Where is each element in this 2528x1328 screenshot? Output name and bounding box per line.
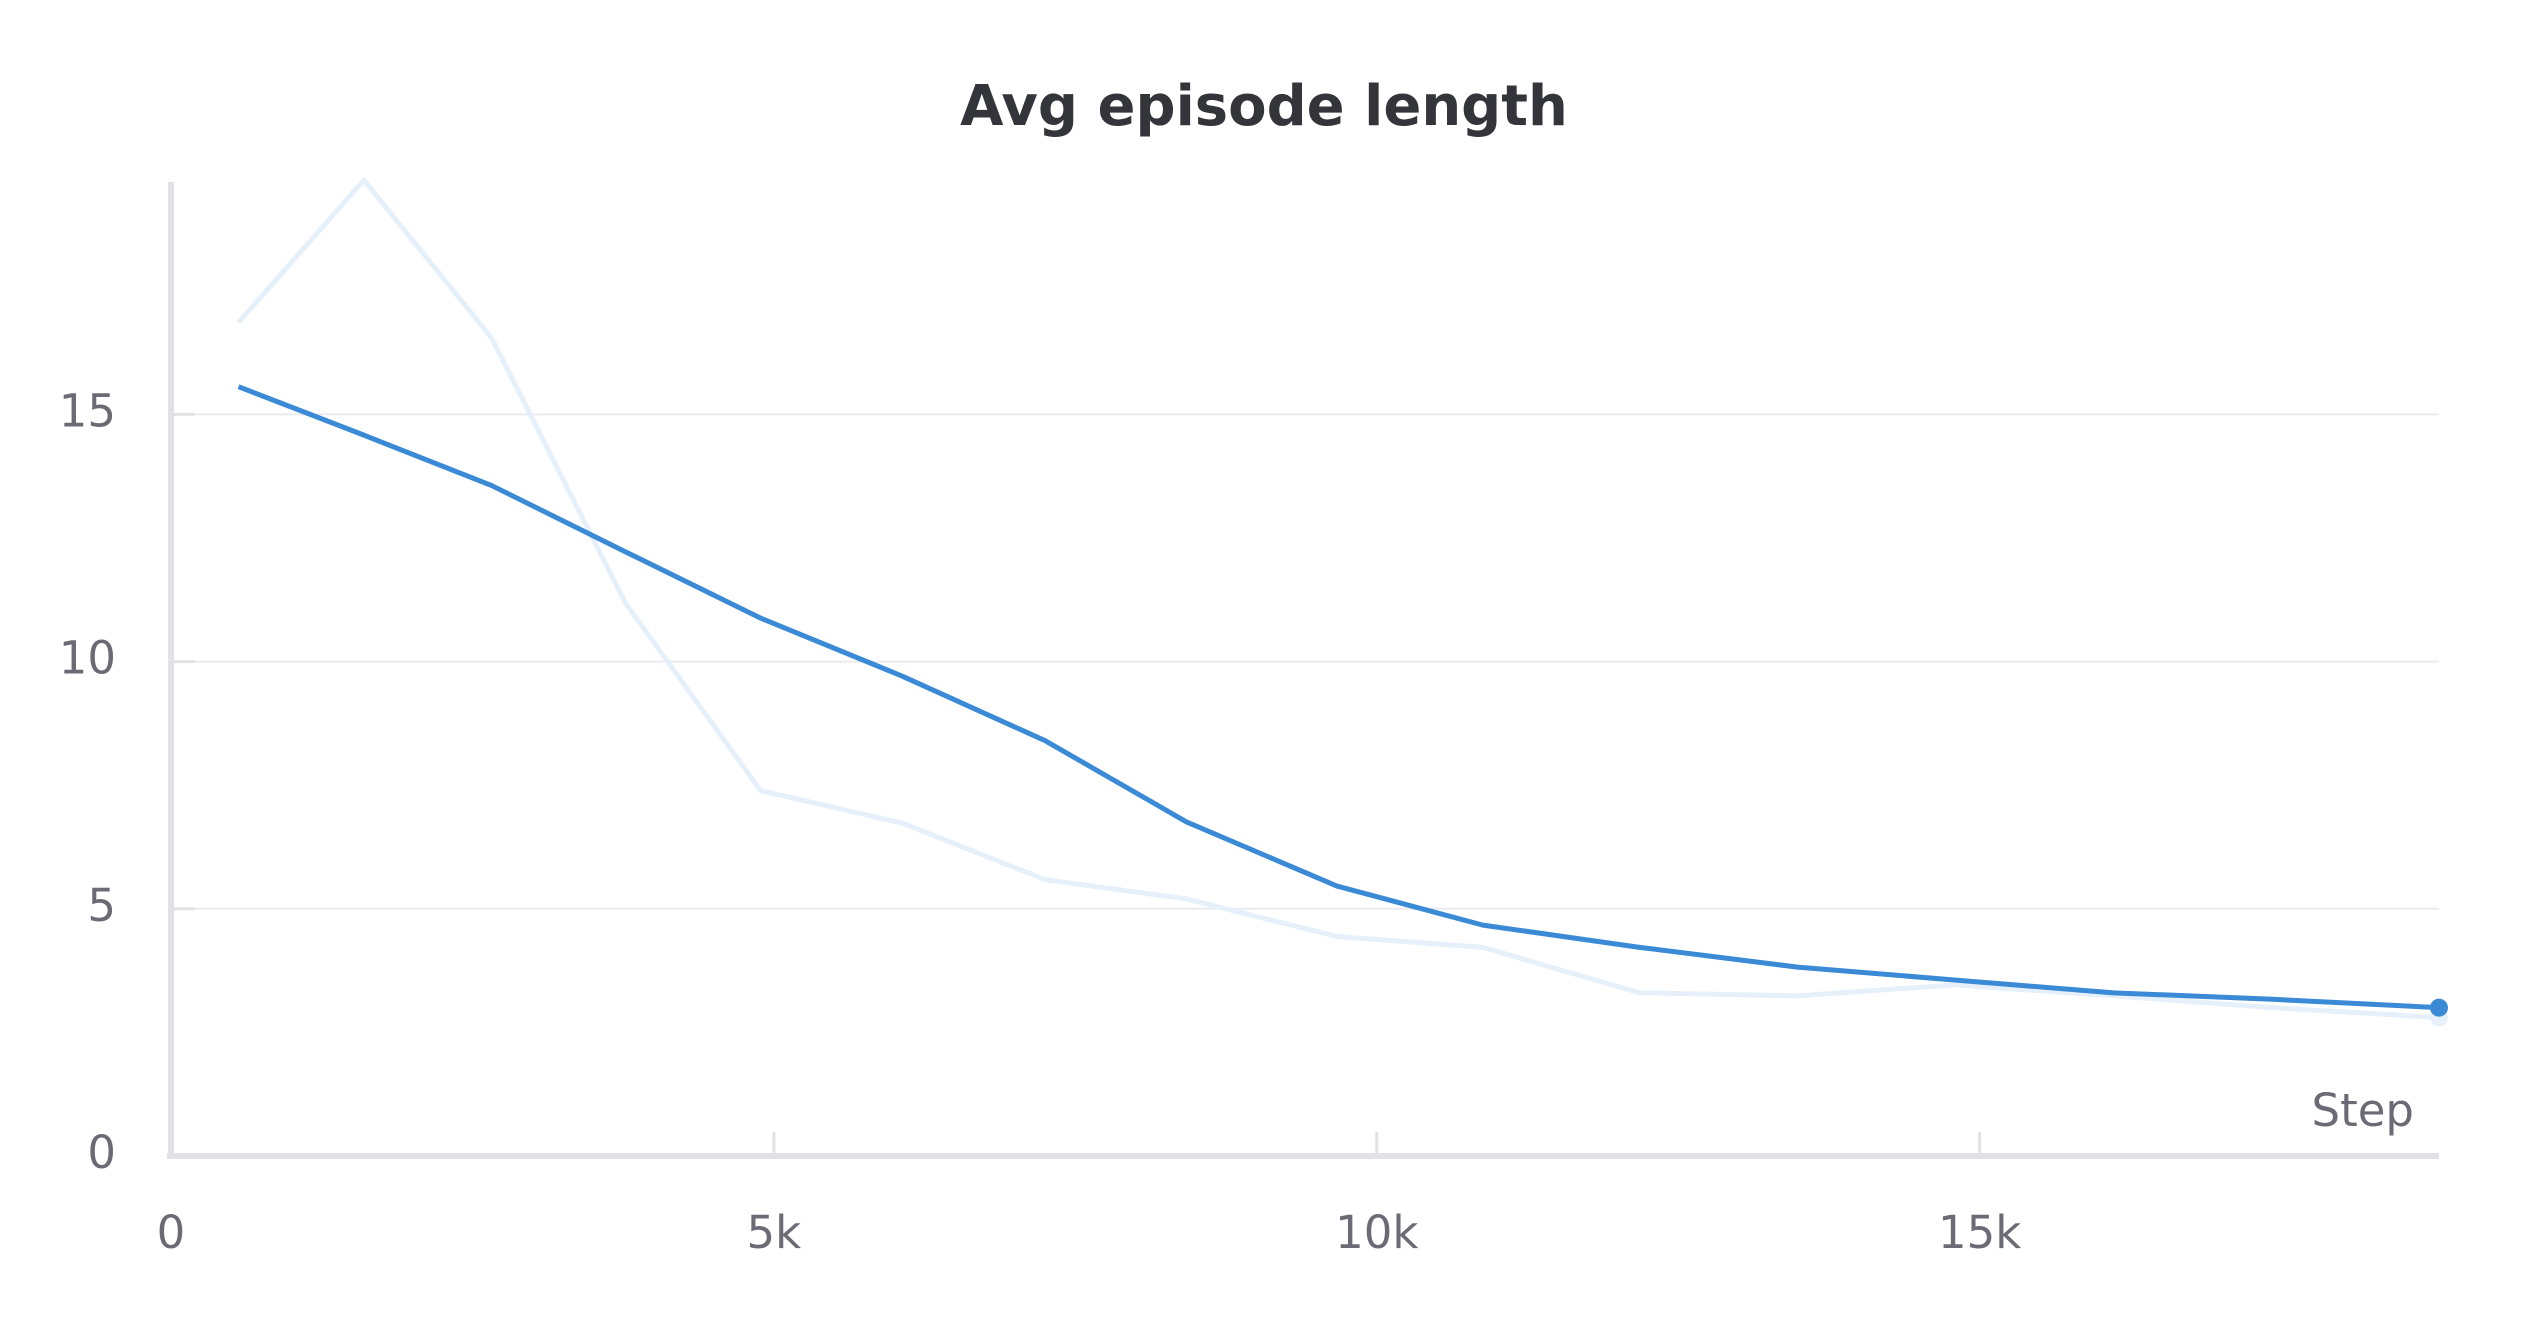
chart-title: Avg episode length — [960, 74, 1568, 139]
x-tick-label: 15k — [1938, 1206, 2021, 1259]
x-tick-label: 5k — [747, 1206, 802, 1259]
x-tick-label: 0 — [157, 1206, 186, 1259]
y-tick-label: 15 — [59, 384, 116, 437]
end-point — [2430, 998, 2448, 1017]
x-axis-label: Step — [2312, 1084, 2414, 1137]
y-tick-label: 0 — [87, 1126, 116, 1179]
series-line — [236, 177, 2440, 1021]
y-tick-label: 5 — [87, 879, 116, 932]
x-tick-label: 10k — [1335, 1206, 1418, 1259]
series-line — [237, 384, 2440, 1011]
y-tick-label: 10 — [59, 632, 116, 685]
